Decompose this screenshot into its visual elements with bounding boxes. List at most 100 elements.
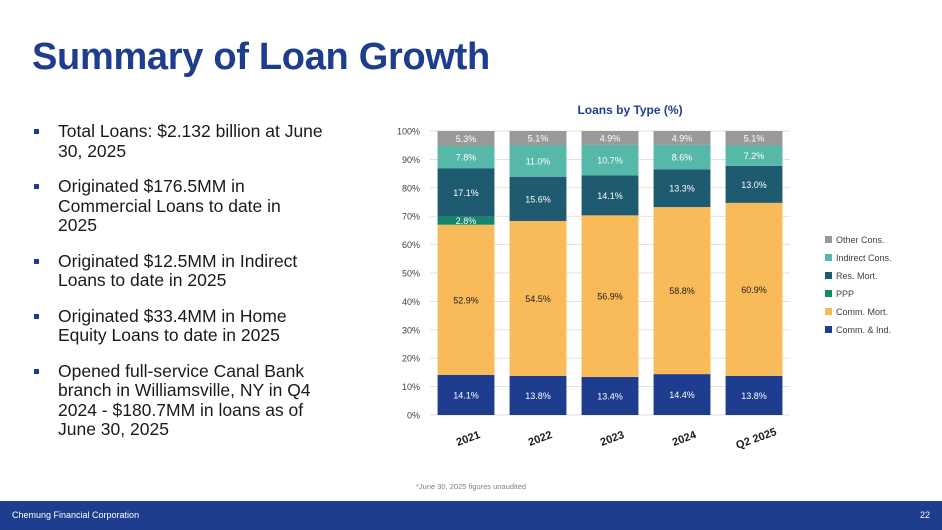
data-label: 13.8% xyxy=(741,391,767,401)
legend-label: PPP xyxy=(836,289,854,299)
data-label: 4.9% xyxy=(672,133,693,143)
legend-label: Other Cons. xyxy=(836,235,885,245)
bar-segment xyxy=(581,215,639,377)
bar-segment xyxy=(437,224,495,375)
bar-segment xyxy=(509,375,567,415)
bar-segment xyxy=(725,145,783,166)
bullet-item: Originated $12.5MM in Indirect Loans to … xyxy=(34,251,324,291)
bar-segment xyxy=(581,376,639,415)
bullet-marker-icon xyxy=(34,368,39,374)
bar-segment xyxy=(653,169,711,208)
legend-swatch xyxy=(825,326,832,333)
data-label: 13.0% xyxy=(741,180,767,190)
bar-segment xyxy=(581,175,639,216)
x-tick-label: 2024 xyxy=(671,429,699,449)
data-label: 13.8% xyxy=(525,391,551,401)
bar-segment xyxy=(509,145,567,177)
footnote: *June 30, 2025 figures unaudited xyxy=(416,482,527,491)
legend-label: Comm. & Ind. xyxy=(836,325,891,335)
bar-segment xyxy=(509,221,567,376)
bar-segment xyxy=(653,131,711,145)
bar-segment xyxy=(437,216,495,225)
data-label: 8.6% xyxy=(672,153,693,163)
data-label: 13.3% xyxy=(669,184,695,194)
y-tick-label: 100% xyxy=(397,127,420,137)
bar-segment xyxy=(437,131,495,147)
data-label: 17.1% xyxy=(453,188,479,198)
bar-segment xyxy=(725,202,783,376)
bullet-marker-icon xyxy=(34,258,39,264)
chart-title: Loans by Type (%) xyxy=(577,103,683,117)
y-tick-label: 10% xyxy=(402,382,420,392)
bullet-list: Total Loans: $2.132 billion at June 30, … xyxy=(34,121,324,456)
data-label: 56.9% xyxy=(597,292,623,302)
x-tick-label: 2021 xyxy=(455,429,482,449)
page-number: 22 xyxy=(919,510,930,520)
data-label: 4.9% xyxy=(600,133,621,143)
legend-swatch xyxy=(825,290,832,297)
bullet-item: Originated $33.4MM in Home Equity Loans … xyxy=(34,305,324,346)
legend-swatch xyxy=(825,236,832,243)
data-label: 5.3% xyxy=(456,134,477,144)
data-label: 10.7% xyxy=(597,156,623,166)
data-label: 58.8% xyxy=(669,286,695,296)
bar-segment xyxy=(581,144,639,176)
bullet-text: Total Loans: $2.132 billion at June 30, … xyxy=(58,121,323,161)
y-tick-label: 80% xyxy=(402,183,420,193)
footer-bar: Chemung Financial Corporation 22 xyxy=(0,501,942,530)
bar-segment xyxy=(653,144,711,170)
bar-segment xyxy=(653,207,711,375)
x-tick-label: Q2 2025 xyxy=(734,426,778,452)
data-label: 11.0% xyxy=(526,157,551,167)
data-label: 2.8% xyxy=(456,216,477,226)
bullet-marker-icon xyxy=(34,184,39,189)
data-label: 5.1% xyxy=(528,134,549,144)
data-label: 14.1% xyxy=(597,191,623,201)
y-tick-label: 20% xyxy=(402,354,420,364)
x-tick-label: 2022 xyxy=(527,429,554,449)
legend-swatch xyxy=(825,308,832,315)
bullet-item: Total Loans: $2.132 billion at June 30, … xyxy=(34,121,324,161)
y-tick-label: 0% xyxy=(407,411,420,421)
bar-segment xyxy=(509,131,567,146)
bullet-item: Originated $176.5MM in Commercial Loans … xyxy=(34,176,324,236)
data-label: 52.9% xyxy=(453,295,479,305)
data-label: 7.2% xyxy=(744,151,765,161)
y-tick-label: 40% xyxy=(402,297,420,307)
slide-title: Summary of Loan Growth xyxy=(32,36,490,78)
bar-segment xyxy=(725,375,783,415)
legend-swatch xyxy=(825,254,832,261)
data-label: 54.5% xyxy=(525,294,551,304)
bar-segment xyxy=(437,374,495,415)
bar-segment xyxy=(437,168,495,217)
data-label: 5.1% xyxy=(744,134,765,144)
x-tick-label: 2023 xyxy=(599,429,626,449)
data-label: 13.4% xyxy=(597,391,623,401)
data-label: 14.4% xyxy=(669,390,695,400)
bullet-text: Originated $176.5MM in Commercial Loans … xyxy=(58,176,281,235)
bullet-marker-icon xyxy=(34,129,39,134)
footer-company: Chemung Financial Corporation xyxy=(12,510,140,520)
data-label: 14.1% xyxy=(453,390,479,400)
legend-label: Comm. Mort. xyxy=(836,307,888,317)
bullet-item: Opened full-service Canal Bank branch in… xyxy=(34,360,324,440)
y-tick-label: 30% xyxy=(402,325,420,335)
bar-segment xyxy=(581,131,639,145)
legend-swatch xyxy=(825,272,832,279)
bar-segment xyxy=(509,176,567,222)
bar-segment xyxy=(653,374,711,415)
data-label: 7.8% xyxy=(456,153,477,163)
bullet-text: Opened full-service Canal Bank branch in… xyxy=(58,360,311,439)
y-tick-label: 60% xyxy=(402,240,420,250)
bullet-marker-icon xyxy=(34,313,39,319)
bar-segment xyxy=(725,131,783,146)
data-label: 60.9% xyxy=(741,285,767,295)
y-tick-label: 50% xyxy=(402,269,420,279)
y-tick-label: 70% xyxy=(402,212,420,222)
bar-segment xyxy=(725,165,783,203)
legend-label: Res. Mort. xyxy=(836,271,878,281)
stacked-bar-chart: 0% 10% 20% 30% 40% 50% 60% 70% 80% 90% 100% 14.1% 52… xyxy=(397,127,892,452)
bullet-text: Originated $33.4MM in Home Equity Loans … xyxy=(58,305,287,345)
bar-segment xyxy=(437,146,495,169)
legend-label: Indirect Cons. xyxy=(836,253,892,263)
